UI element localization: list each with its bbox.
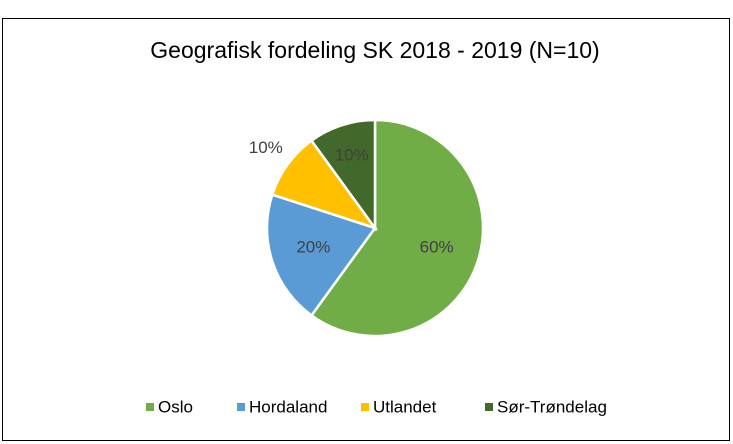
legend-marker [361,403,369,411]
pie-slice [265,193,378,318]
data-label: 10% [249,138,283,157]
data-label: 10% [335,146,369,165]
data-label: 60% [420,238,454,257]
pie-slice [309,118,485,338]
data-label: 20% [296,238,330,257]
legend-label: Sør-Trøndelag [497,397,607,416]
legend-label: Oslo [158,397,193,416]
legend-label: Hordaland [249,397,327,416]
legend-marker [237,403,245,411]
pie-slice [309,118,377,232]
legend-label: Utlandet [373,397,437,416]
chart-title: Geografisk fordeling SK 2018 - 2019 (N=1… [150,37,599,63]
legend-marker [485,403,493,411]
legend-marker [146,403,154,411]
